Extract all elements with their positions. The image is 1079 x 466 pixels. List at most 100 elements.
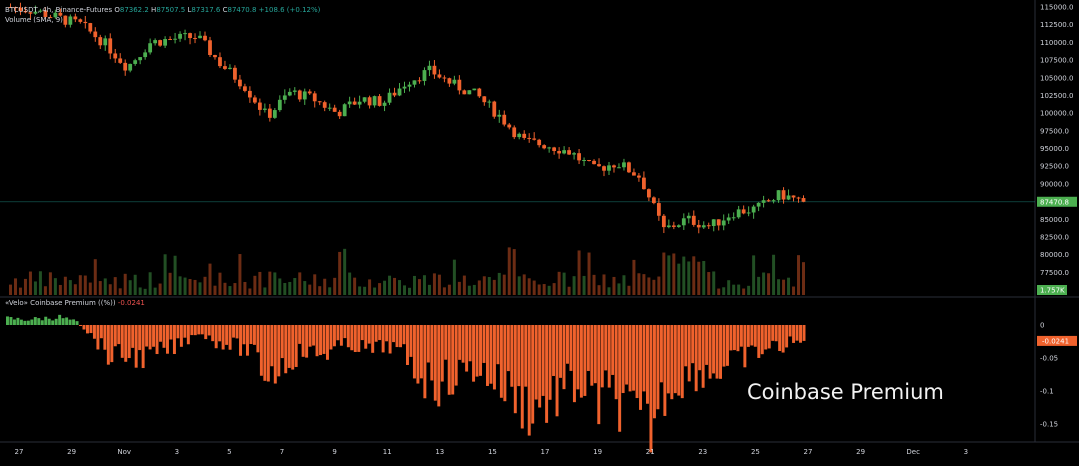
premium-bar: [51, 320, 55, 325]
premium-bar: [486, 325, 489, 386]
volume-bar: [802, 262, 806, 295]
volume-bar: [722, 287, 726, 295]
volume-bar: [258, 271, 262, 295]
premium-bar: [291, 325, 295, 370]
premium-badge-label: -0.0241: [1042, 337, 1069, 345]
premium-bars: [6, 314, 806, 453]
premium-bar: [604, 325, 608, 371]
time-tick-label: 19: [593, 448, 602, 456]
volume-bar: [133, 274, 137, 295]
premium-bar: [207, 325, 211, 336]
candle-body: [462, 90, 467, 95]
premium-bar: [465, 325, 469, 372]
candle-body: [402, 86, 407, 89]
premium-bar: [127, 325, 131, 359]
premium-badge: [1037, 335, 1077, 346]
premium-bar: [611, 325, 615, 375]
candle-body: [437, 74, 442, 78]
premium-bar: [757, 325, 761, 358]
candle-body: [741, 209, 746, 214]
volume-bar: [368, 279, 372, 295]
premium-bar: [799, 325, 802, 343]
premium-bar: [339, 325, 343, 346]
premium-bar: [621, 325, 625, 394]
volume-bar: [173, 255, 177, 295]
premium-bar: [576, 325, 580, 390]
premium-bar: [176, 325, 180, 339]
premium-bar: [562, 325, 566, 390]
volume-bar: [447, 284, 451, 295]
volume-bar: [627, 285, 631, 295]
premium-bar: [795, 325, 799, 341]
premium-bar: [141, 325, 145, 369]
candle-body: [487, 101, 492, 103]
premium-bar: [719, 325, 722, 379]
candle-body: [492, 101, 497, 117]
volume-bar: [517, 276, 521, 295]
premium-bar: [764, 325, 768, 350]
volume-bar: [308, 284, 312, 295]
candle-body: [247, 90, 252, 98]
premium-bar: [145, 325, 149, 347]
volume-bar: [303, 281, 307, 295]
premium-bar: [506, 325, 510, 372]
volume-bar: [687, 261, 691, 295]
volume-bar: [552, 283, 556, 295]
premium-bar: [287, 325, 291, 368]
candle-body: [746, 212, 751, 214]
premium-bar: [572, 325, 576, 403]
candle-body: [118, 58, 123, 63]
premium-bar: [579, 325, 583, 398]
time-tick-label: 17: [541, 448, 550, 456]
volume-bar: [432, 273, 436, 295]
time-tick-label: 29: [67, 448, 76, 456]
candle-body: [397, 88, 402, 96]
premium-bar: [472, 325, 476, 382]
volume-label[interactable]: Volume (SMA, 9): [5, 16, 63, 24]
time-tick-label: Dec: [906, 448, 920, 456]
premium-label[interactable]: «Velo» Coinbase Premium ((%)): [5, 299, 116, 307]
volume-bar: [383, 280, 387, 295]
premium-bar: [124, 325, 128, 362]
candle-body: [522, 133, 527, 138]
price-tick-label: 95000.0: [1040, 145, 1069, 153]
candle-body: [377, 96, 382, 106]
candle-body: [756, 202, 761, 207]
candle-body: [771, 200, 776, 202]
premium-bar: [138, 325, 142, 351]
premium-bar: [687, 325, 691, 382]
premium-bar: [607, 325, 611, 388]
symbol-label[interactable]: BTCUSDT, 4h, Binance-Futures: [5, 6, 113, 14]
candle-body: [198, 35, 202, 39]
premium-bar: [395, 325, 399, 348]
premium-bar: [767, 325, 771, 349]
premium-bar: [179, 325, 183, 347]
premium-bar: [454, 325, 458, 386]
candle-body: [642, 177, 646, 190]
premium-bar: [760, 325, 764, 355]
volume-bar: [103, 278, 107, 295]
candle-body: [327, 107, 332, 109]
premium-bar: [406, 325, 409, 365]
volume-bar: [422, 275, 426, 295]
last-price-badge-label: 87470.8: [1040, 198, 1069, 206]
candle-body: [367, 97, 372, 106]
volume-bar: [527, 278, 531, 295]
price-tick-label: 82500.0: [1040, 233, 1069, 241]
volume-bar: [28, 271, 32, 295]
candle-body: [646, 189, 651, 198]
volume-bar: [567, 286, 571, 295]
premium-bar: [225, 325, 229, 345]
premium-bar: [61, 318, 65, 325]
candle-body: [477, 88, 482, 97]
premium-bar: [235, 325, 239, 339]
volume-bar: [228, 286, 232, 295]
price-tick-label: 77500.0: [1040, 269, 1069, 277]
volume-bar: [378, 283, 382, 295]
premium-bar: [388, 325, 392, 354]
volume-badge-label: 1.757K: [1040, 287, 1065, 295]
volume-bar: [507, 247, 511, 295]
premium-bar: [298, 325, 302, 344]
candle-body: [93, 31, 98, 38]
